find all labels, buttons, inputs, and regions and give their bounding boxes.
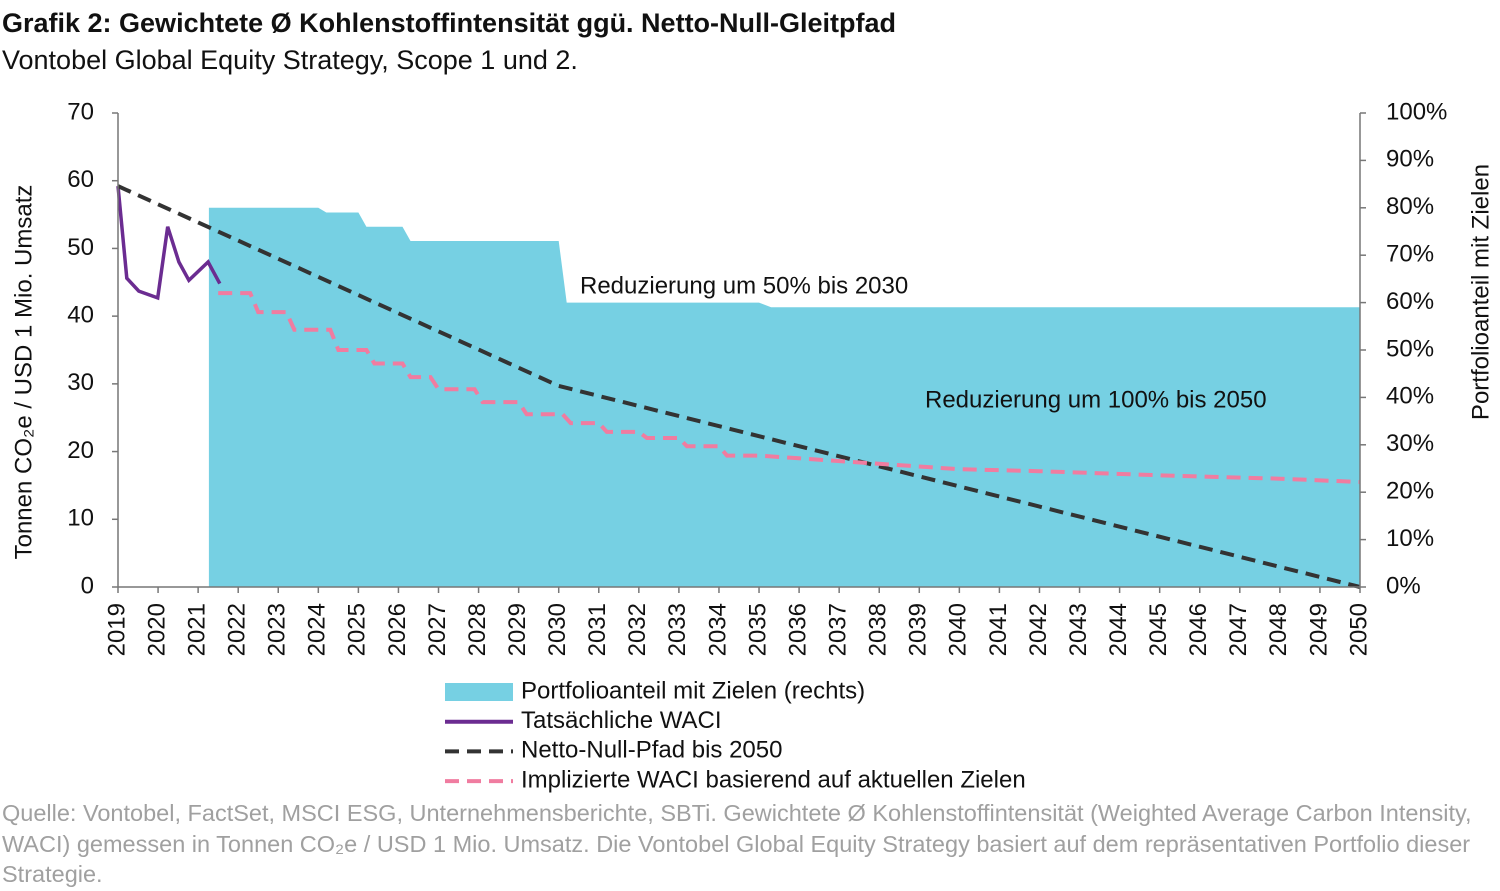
- y-tick-label: 60: [67, 166, 94, 193]
- source-note: Quelle: Vontobel, FactSet, MSCI ESG, Unt…: [2, 800, 1472, 887]
- x-tick-label: 2035: [744, 603, 771, 656]
- x-tick-label: 2046: [1185, 603, 1212, 656]
- y-tick-label: 10: [67, 505, 94, 532]
- x-tick-label: 2034: [704, 603, 731, 656]
- y2-tick-label: 100%: [1386, 98, 1447, 125]
- annotation: Reduzierung um 50% bis 2030: [580, 272, 908, 299]
- line: [117, 184, 1361, 589]
- x-tick-label: 2030: [544, 603, 571, 656]
- legend-label: Netto-Null-Pfad bis 2050: [521, 737, 782, 764]
- x-tick-label: 2039: [905, 603, 932, 656]
- chart: Grafik 2: Gewichtete Ø Kohlenstoffintens…: [2, 8, 1494, 793]
- x-tick-label: 2019: [103, 603, 130, 656]
- x-tick-label: 2037: [825, 603, 852, 656]
- x-tick-label: 2031: [584, 603, 611, 656]
- x-tick-label: 2043: [1065, 603, 1092, 656]
- legend-label: Tatsächliche WACI: [521, 707, 722, 734]
- x-tick-label: 2026: [384, 603, 411, 656]
- x-tick-label: 2050: [1345, 603, 1372, 656]
- x-tick-label: 2024: [304, 603, 331, 656]
- annotation: Reduzierung um 100% bis 2050: [925, 386, 1267, 413]
- x-tick-label: 2029: [504, 603, 531, 656]
- x-tick-label: 2033: [664, 603, 691, 656]
- y2-tick-label: 90%: [1386, 146, 1434, 173]
- x-tick-label: 2038: [865, 603, 892, 656]
- x-tick-label: 2020: [143, 603, 170, 656]
- y2-tick-label: 40%: [1386, 383, 1434, 410]
- x-tick-label: 2027: [424, 603, 451, 656]
- x-tick-label: 2049: [1305, 603, 1332, 656]
- area: [208, 207, 1360, 588]
- line: [116, 185, 222, 301]
- y-tick-label: 20: [67, 437, 94, 464]
- x-tick-label: 2044: [1105, 603, 1132, 656]
- y2-tick-label: 10%: [1386, 525, 1434, 552]
- legend-label: Implizierte WACI basierend auf aktuellen…: [521, 766, 1026, 793]
- legend-label: Portfolioanteil mit Zielen (rechts): [521, 677, 865, 704]
- y-tick-label: 70: [67, 98, 94, 125]
- x-tick-label: 2048: [1265, 603, 1292, 656]
- x-tick-label: 2032: [624, 603, 651, 656]
- x-tick-label: 2045: [1145, 603, 1172, 656]
- y2-tick-label: 70%: [1386, 241, 1434, 268]
- x-tick-label: 2025: [344, 603, 371, 656]
- y-tick-label: 0: [81, 572, 94, 599]
- x-tick-label: 2028: [464, 603, 491, 656]
- y-axis-label: Tonnen CO₂e / USD 1 Mio. Umsatz: [10, 185, 37, 560]
- x-tick-label: 2036: [784, 603, 811, 656]
- y-tick-label: 50: [67, 234, 94, 261]
- chart-title: Grafik 2: Gewichtete Ø Kohlenstoffintens…: [2, 8, 896, 38]
- y2-tick-label: 30%: [1386, 430, 1434, 457]
- y2-tick-label: 0%: [1386, 572, 1421, 599]
- x-tick-label: 2021: [183, 603, 210, 656]
- y-tick-label: 40: [67, 301, 94, 328]
- x-tick-label: 2040: [945, 603, 972, 656]
- y2-tick-label: 50%: [1386, 335, 1434, 362]
- x-tick-label: 2042: [1025, 603, 1052, 656]
- x-tick-label: 2022: [224, 603, 251, 656]
- y2-tick-label: 20%: [1386, 478, 1434, 505]
- x-tick-label: 2047: [1225, 603, 1252, 656]
- legend-swatch: [445, 683, 513, 701]
- y2-tick-label: 80%: [1386, 193, 1434, 220]
- y-tick-label: 30: [67, 369, 94, 396]
- chart-subtitle: Vontobel Global Equity Strategy, Scope 1…: [2, 45, 578, 75]
- x-tick-label: 2041: [985, 603, 1012, 656]
- y2-axis-label: Portfolioanteil mit Zielen: [1467, 164, 1494, 420]
- x-tick-label: 2023: [264, 603, 291, 656]
- y2-tick-label: 60%: [1386, 288, 1434, 315]
